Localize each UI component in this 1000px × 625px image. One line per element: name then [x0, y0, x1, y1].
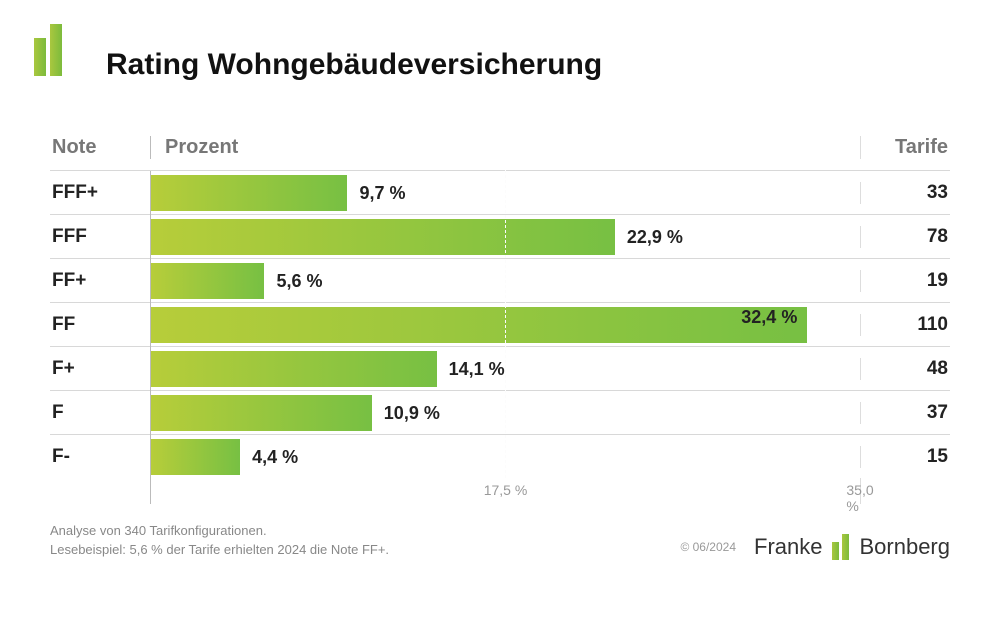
header-tarife: Tarife	[860, 136, 950, 159]
data-row: FF 32,4 % 110	[50, 302, 950, 346]
bar	[151, 439, 240, 475]
data-row: FFF 22,9 % 78	[50, 214, 950, 258]
bar-value-label: 5,6 %	[276, 271, 322, 292]
bar-value-label: 32,4 %	[741, 307, 797, 328]
bar-value-label: 22,9 %	[627, 227, 683, 248]
bar	[151, 395, 372, 431]
note-cell: FFF+	[50, 182, 150, 204]
header-prozent: Prozent	[150, 136, 860, 159]
axis-tick-label: 17,5 %	[484, 482, 528, 498]
note-cell: FF	[50, 314, 150, 336]
data-row: F 10,9 % 37	[50, 390, 950, 434]
bars-region: FFF+9,7 %33FFF22,9 %78FF+5,6 %19FF32,4 %…	[50, 170, 950, 478]
bar	[151, 263, 264, 299]
page-title: Rating Wohngebäudeversicherung	[106, 48, 950, 82]
note-cell: F	[50, 402, 150, 424]
brand-mark-icon	[832, 534, 849, 560]
note-cell: FFF	[50, 226, 150, 248]
footer-right: © 06/2024 Franke Bornberg	[680, 534, 950, 560]
bar	[151, 175, 347, 211]
axis-tick-label: 35,0 %	[846, 482, 873, 514]
tarife-cell: 48	[860, 358, 950, 380]
bar-cell: 32,4 %	[150, 303, 860, 347]
tarife-cell: 110	[860, 314, 950, 336]
bar-value-label: 14,1 %	[449, 359, 505, 380]
rating-chart: Note Prozent Tarife FFF+9,7 %33FFF22,9 %…	[50, 124, 950, 504]
tarife-cell: 78	[860, 226, 950, 248]
tarife-cell: 15	[860, 446, 950, 468]
bar-value-label: 10,9 %	[384, 403, 440, 424]
data-row: F+ 14,1 % 48	[50, 346, 950, 390]
note-cell: F-	[50, 446, 150, 468]
bar-cell: 5,6 %	[150, 259, 860, 303]
note-cell: F+	[50, 358, 150, 380]
footnotes: Analyse von 340 Tarifkonfigurationen. Le…	[50, 522, 389, 560]
data-row: F- 4,4 % 15	[50, 434, 950, 478]
chart-header-row: Note Prozent Tarife	[50, 124, 950, 170]
brand-logo: Franke Bornberg	[754, 534, 950, 560]
axis-cell: 17,5 %35,0 %	[150, 478, 860, 504]
footnote-line-1: Analyse von 340 Tarifkonfigurationen.	[50, 522, 389, 541]
bar: 32,4 %	[151, 307, 807, 343]
page: Rating Wohngebäudeversicherung Note Proz…	[0, 0, 1000, 625]
tarife-cell: 19	[860, 270, 950, 292]
header-note: Note	[50, 136, 150, 159]
bar-cell: 4,4 %	[150, 435, 860, 479]
bar-cell: 22,9 %	[150, 215, 860, 259]
data-row: FFF+ 9,7 % 33	[50, 170, 950, 214]
bar-value-label: 4,4 %	[252, 447, 298, 468]
bar	[151, 219, 615, 255]
tarife-cell: 37	[860, 402, 950, 424]
tarife-cell: 33	[860, 182, 950, 204]
note-cell: FF+	[50, 270, 150, 292]
bar	[151, 351, 437, 387]
bar-value-label: 9,7 %	[359, 183, 405, 204]
footer: Analyse von 340 Tarifkonfigurationen. Le…	[50, 522, 950, 560]
logo-mark-icon	[34, 24, 62, 76]
bar-cell: 14,1 %	[150, 347, 860, 391]
copyright: © 06/2024	[680, 540, 736, 554]
bar-cell: 10,9 %	[150, 391, 860, 435]
bar-cell: 9,7 %	[150, 171, 860, 215]
brand-part-1: Franke	[754, 534, 822, 560]
axis-row: 17,5 %35,0 %	[50, 478, 950, 504]
footnote-line-2: Lesebeispiel: 5,6 % der Tarife erhielten…	[50, 541, 389, 560]
data-row: FF+ 5,6 % 19	[50, 258, 950, 302]
brand-part-2: Bornberg	[859, 534, 950, 560]
